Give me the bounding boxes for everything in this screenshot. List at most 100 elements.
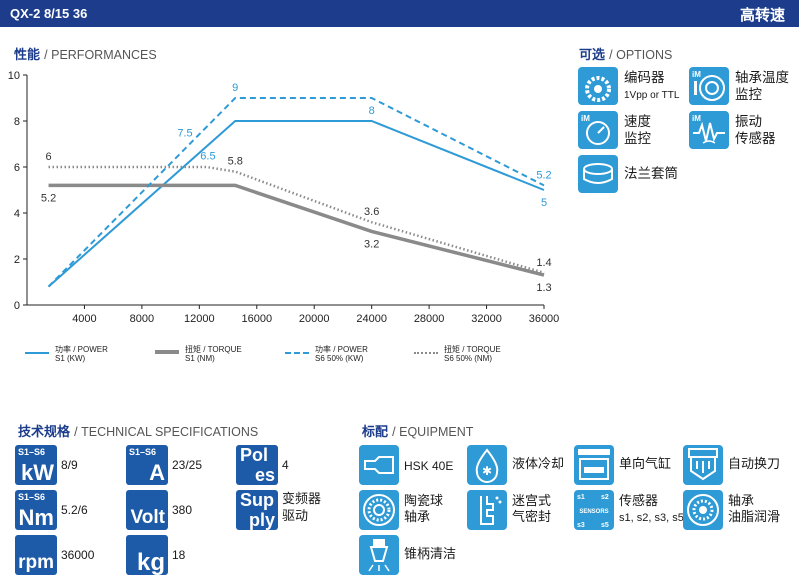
hsk-holder-icon xyxy=(359,445,399,485)
data-label: 5 xyxy=(541,197,547,209)
spec-value-line: 驱动 xyxy=(282,509,309,524)
equipment-label-line: 陶瓷球 xyxy=(404,494,444,509)
speed-monitor-icon: iM xyxy=(578,111,618,149)
option-sublabel: 传感器 xyxy=(735,131,776,147)
legend-swatch-dotted-gray xyxy=(414,352,438,354)
equipment-label-cleaning: 锥柄清洁 xyxy=(404,547,457,562)
data-label: 3.6 xyxy=(364,206,379,218)
equipment-title: 标配 / EQUIPMENT xyxy=(362,421,473,440)
flange-sleeve-icon xyxy=(578,155,618,193)
option-sublabel: 监控 xyxy=(735,87,762,103)
svg-text:iM: iM xyxy=(692,70,701,79)
header-bar: QX-2 8/15 36 高转速 xyxy=(0,0,799,27)
y-tick-label: 6 xyxy=(14,162,20,174)
options-title-en: / OPTIONS xyxy=(609,48,673,62)
spec-value-weight: 18 xyxy=(172,548,186,562)
performances-title-cn: 性能 xyxy=(14,48,41,63)
liquid-cooling-icon: ✱ xyxy=(467,445,507,485)
equipment-label-cooling: 液体冷却 xyxy=(512,457,565,472)
specs-title-cn: 技术规格 xyxy=(18,425,71,440)
spec-value-power: 8/9 xyxy=(61,458,78,472)
options-title-cn: 可选 xyxy=(579,48,606,63)
model-code: QX-2 8/15 36 xyxy=(10,6,88,21)
legend-swatch-dashed-blue xyxy=(285,352,309,354)
sensor-tag: s5 xyxy=(601,522,609,529)
equipment-label-cylinder: 单向气缸 xyxy=(619,457,672,472)
option-sublabel: 1Vpp or TTL xyxy=(624,90,680,101)
x-tick-label: 12000 xyxy=(184,313,215,325)
labyrinth-seal-icon xyxy=(467,490,507,530)
sensor-tag: s3 xyxy=(577,522,585,529)
performances-title: 性能 / PERFORMANCES xyxy=(14,44,157,63)
spec-value-current: 23/25 xyxy=(172,458,203,472)
equipment-label-line: 气密封 xyxy=(512,510,552,525)
performance-chart: 0 2 4 6 8 10 4000 8000 12000 16000 20000 24000 28000… xyxy=(8,70,560,325)
equipment-label-line: 轴承 xyxy=(728,494,755,509)
data-label: 1.4 xyxy=(536,257,551,269)
spec-value-poles: 4 xyxy=(282,458,289,472)
data-label: 8 xyxy=(369,105,375,117)
spec-icon-kg: kg xyxy=(126,535,168,575)
option-sublabel: 监控 xyxy=(624,131,651,147)
equipment-label-hsk: HSK 40E xyxy=(404,459,454,473)
sensor-tag: s2 xyxy=(601,494,609,501)
x-tick-label: 4000 xyxy=(72,313,96,325)
spec-unit: rpm xyxy=(18,552,54,573)
spec-icon-volt: Volt xyxy=(126,490,168,530)
data-label: 5.8 xyxy=(228,156,243,168)
data-label: 1.3 xyxy=(536,282,551,294)
ceramic-bearing-icon xyxy=(359,490,399,530)
legend-label: 扭矩 / TORQUE xyxy=(185,345,242,354)
y-tick-label: 10 xyxy=(8,70,20,82)
spec-unit: ply xyxy=(248,510,275,530)
option-label: 编码器 xyxy=(624,70,665,86)
equipment-label-line: s1, s2, s3, s5 xyxy=(619,512,684,524)
spec-value-speed: 36000 xyxy=(61,548,95,562)
x-tick-label: 8000 xyxy=(130,313,154,325)
svg-text:✱: ✱ xyxy=(482,464,492,478)
equipment-title-en: / EQUIPMENT xyxy=(392,425,474,439)
spec-unit: kg xyxy=(136,549,165,575)
equipment-label-line: 轴承 xyxy=(404,510,431,525)
option-label: 法兰套筒 xyxy=(624,166,678,182)
spec-unit: Nm xyxy=(18,505,54,530)
spec-icon-kw: S1–S6 kW xyxy=(15,445,57,485)
spec-icon-ampere: S1–S6 A xyxy=(126,445,168,485)
spec-value-supply: 变频器 驱动 xyxy=(282,491,321,525)
x-tick-label: 20000 xyxy=(299,313,330,325)
x-tick-label: 36000 xyxy=(529,313,560,325)
spec-tag: S1–S6 xyxy=(18,492,46,502)
legend-sublabel: S6 50% (NM) xyxy=(444,354,493,363)
encoder-icon xyxy=(578,67,618,105)
spec-unit: Sup xyxy=(240,490,274,510)
equipment-label-line: 油脂润滑 xyxy=(728,510,781,525)
data-label: 9 xyxy=(232,82,238,94)
cone-cleaning-icon xyxy=(359,535,399,575)
data-label: 6 xyxy=(45,151,51,163)
series-line xyxy=(48,165,545,274)
legend-label: 扭矩 / TORQUE xyxy=(444,345,501,354)
option-label: 轴承温度 xyxy=(735,70,789,86)
single-cylinder-icon xyxy=(574,445,614,485)
svg-text:iM: iM xyxy=(581,114,590,123)
data-label: 6.5 xyxy=(200,151,215,163)
spec-tag: S1–S6 xyxy=(129,447,157,457)
option-label: 振动 xyxy=(735,114,762,130)
legend-sublabel: S1 (KW) xyxy=(55,354,86,363)
series-line xyxy=(47,120,545,288)
y-tick-label: 2 xyxy=(14,254,20,266)
spec-unit: Pol xyxy=(240,445,269,465)
spec-icon-poles: Pol es xyxy=(236,445,278,485)
equipment-title-cn: 标配 xyxy=(362,425,389,440)
legend-swatch-solid-blue xyxy=(25,352,49,354)
option-label: 速度 xyxy=(624,114,651,130)
legend-sublabel: S6 50% (KW) xyxy=(315,354,364,363)
spec-value-torque: 5.2/6 xyxy=(61,503,88,517)
spec-unit: A xyxy=(149,460,165,485)
spec-unit: kW xyxy=(21,460,54,485)
x-tick-label: 16000 xyxy=(241,313,272,325)
data-label: 7.5 xyxy=(177,128,192,140)
y-tick-label: 4 xyxy=(14,208,20,220)
vibration-sensor-icon: iM xyxy=(689,111,729,149)
performances-title-en: / PERFORMANCES xyxy=(44,48,157,62)
